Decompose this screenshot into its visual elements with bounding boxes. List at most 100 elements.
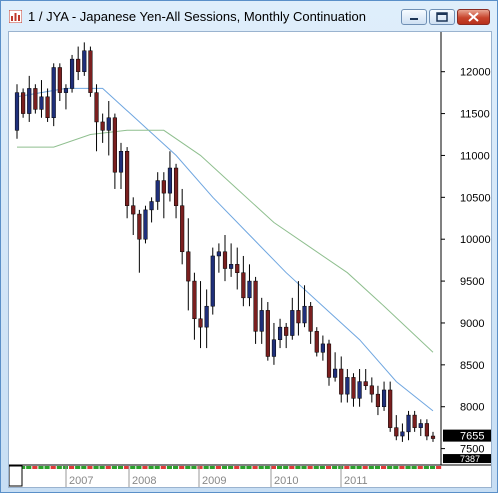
candle — [314, 327, 319, 357]
month-marker — [173, 466, 179, 469]
candle-body — [51, 67, 56, 119]
candle — [180, 188, 185, 265]
title-bar[interactable]: 1 / JYA - Japanese Yen-All Sessions, Mon… — [1, 1, 497, 31]
month-marker — [234, 466, 240, 469]
minimize-button[interactable] — [401, 9, 427, 25]
candle — [45, 88, 50, 122]
candle-body — [326, 343, 332, 378]
candle-body — [394, 427, 399, 437]
time-axis[interactable]: 2007 2008 2009 2010 2011 — [8, 465, 442, 487]
candle-body — [204, 305, 209, 328]
candle-body — [381, 389, 387, 407]
price-tick-label: 7500 — [460, 444, 484, 456]
app-chart-icon — [9, 10, 22, 23]
candle-body — [363, 381, 368, 387]
candle-body — [173, 167, 179, 206]
month-marker — [283, 466, 289, 469]
month-marker — [105, 466, 111, 469]
candle-body — [369, 385, 374, 395]
month-marker — [356, 466, 362, 469]
maximize-button[interactable] — [429, 9, 455, 25]
candle-body — [198, 318, 203, 328]
candle — [161, 172, 166, 219]
close-icon — [468, 12, 479, 22]
month-marker — [209, 466, 215, 469]
year-label: 2007 — [69, 475, 93, 487]
candle-body — [333, 368, 338, 378]
candle — [424, 419, 429, 441]
last-price-box — [443, 429, 491, 442]
month-marker — [136, 466, 142, 469]
candle-body — [235, 264, 240, 273]
chart-area[interactable]: 12000 11500 11000 10500 10000 9500 9000 8500 800… — [8, 31, 492, 488]
candle — [112, 113, 117, 189]
month-marker — [142, 466, 148, 469]
price-chart[interactable]: 12000 11500 11000 10500 10000 9500 9000 8500 800… — [8, 32, 491, 487]
candle — [388, 381, 393, 432]
candle-body — [167, 167, 173, 194]
month-marker — [99, 466, 105, 469]
candle — [76, 46, 81, 81]
candle — [210, 247, 215, 315]
month-marker — [166, 466, 172, 469]
month-marker — [221, 466, 228, 469]
candle-body — [302, 305, 307, 324]
candle — [259, 297, 264, 344]
candle-body — [418, 423, 423, 428]
candle — [339, 356, 344, 403]
price-tick-label: 8500 — [460, 360, 484, 372]
candle — [363, 369, 368, 390]
candle — [100, 113, 105, 143]
candle — [326, 339, 332, 386]
candle-body — [253, 280, 258, 332]
month-marker — [295, 466, 301, 469]
month-marker — [307, 466, 313, 469]
candle-body — [222, 251, 228, 269]
year-label: 2010 — [274, 475, 298, 487]
candle-body — [271, 339, 277, 357]
candle — [351, 373, 356, 407]
candle — [192, 272, 197, 340]
candle-body — [314, 331, 319, 353]
candle-body — [88, 50, 93, 93]
month-marker — [301, 466, 307, 469]
month-marker — [319, 466, 325, 469]
month-marker — [197, 466, 203, 469]
candle — [137, 209, 142, 273]
candle — [82, 42, 87, 76]
candle-body — [277, 326, 283, 340]
month-marker — [270, 466, 276, 469]
candle-body — [118, 151, 124, 173]
month-marker — [69, 466, 75, 469]
candle — [241, 255, 246, 307]
candle — [51, 63, 56, 127]
candle — [106, 101, 111, 156]
month-marker — [185, 466, 191, 469]
month-marker — [313, 466, 319, 469]
month-marker — [148, 466, 154, 469]
candle — [333, 352, 338, 382]
candle-body — [412, 414, 417, 428]
candle — [118, 142, 124, 189]
candle — [400, 423, 405, 442]
candle-body — [339, 368, 344, 395]
price-axis[interactable]: 12000 11500 11000 10500 10000 9500 9000 8500 800… — [441, 67, 491, 464]
ma-slow-line — [17, 129, 434, 353]
candle-body — [180, 205, 185, 253]
partial-price-box — [443, 454, 491, 464]
candle-body — [94, 92, 99, 123]
candle — [406, 410, 411, 441]
candle — [88, 46, 93, 97]
month-marker — [38, 466, 44, 469]
candle-body — [39, 96, 44, 110]
month-marker — [111, 466, 117, 469]
candle — [198, 281, 203, 349]
candle — [14, 84, 20, 139]
month-marker — [289, 466, 295, 469]
candle — [418, 419, 423, 437]
close-button[interactable] — [457, 9, 490, 25]
candle-body — [57, 67, 62, 93]
candle — [21, 88, 26, 118]
candle — [33, 84, 38, 114]
